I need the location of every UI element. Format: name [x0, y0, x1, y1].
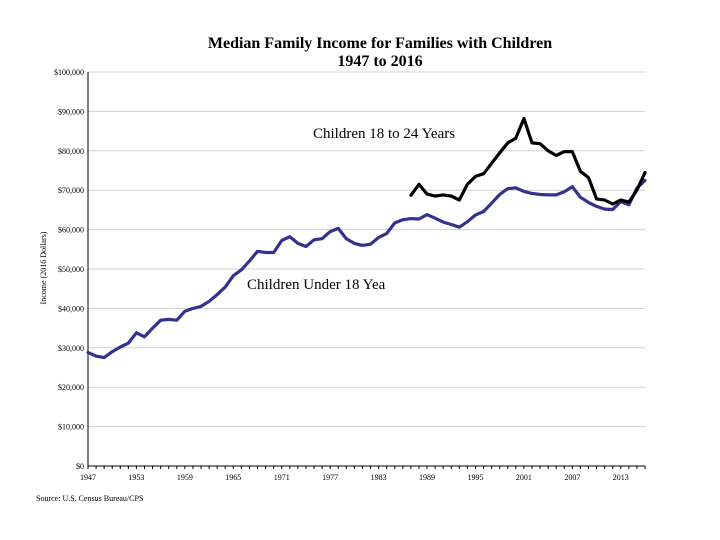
x-tick-label: 1983	[371, 473, 387, 482]
annotation-under-18: Children Under 18 Yea	[247, 277, 386, 293]
axes	[87, 72, 646, 469]
y-tick-label: $0	[76, 462, 84, 471]
series-lines	[86, 116, 647, 360]
y-tick-label: $40,000	[58, 304, 84, 313]
y-tick-label: $80,000	[58, 147, 84, 156]
series-line-18-to-24	[409, 116, 647, 206]
source-note: Source: U.S. Census Bureau/CPS	[36, 494, 143, 503]
y-tick-label: $50,000	[58, 265, 84, 274]
gridlines	[88, 71, 645, 428]
chart-subtitle: 1947 to 2016	[337, 53, 422, 70]
x-tick-label: 1959	[177, 473, 193, 482]
x-tick-label: 1989	[419, 473, 435, 482]
y-tick-label: $70,000	[58, 186, 84, 195]
x-tick-label: 1995	[467, 473, 483, 482]
y-tick-labels: $0 $10,000 $20,000 $30,000 $40,000 $50,000 $60…	[54, 68, 84, 471]
x-tick-label: 1953	[128, 473, 144, 482]
x-tick-label: 1947	[80, 473, 96, 482]
x-tick-label: 1977	[322, 473, 338, 482]
annotation-18-to-24: Children 18 to 24 Years	[313, 126, 455, 142]
x-tick-labels: 1947 1953 1959 1965 1971 1977 1983 1989 1995 2001…	[80, 473, 629, 482]
y-axis-label: Income (2016 Dollars)	[39, 231, 48, 304]
y-tick-label: $10,000	[58, 423, 84, 432]
y-tick-label: $30,000	[58, 344, 84, 353]
x-tick-label: 2007	[564, 473, 580, 482]
y-tick-label: $100,000	[54, 68, 84, 77]
y-tick-label: $90,000	[58, 107, 84, 116]
y-tick-label: $60,000	[58, 226, 84, 235]
x-tick-label: 2013	[613, 473, 629, 482]
chart-title: Median Family Income for Families with C…	[208, 35, 552, 52]
y-tick-label: $20,000	[58, 383, 84, 392]
x-tick-label: 1965	[225, 473, 241, 482]
x-tick-label: 2001	[516, 473, 532, 482]
series-line-under-18	[86, 178, 647, 360]
x-tick-label: 1971	[274, 473, 290, 482]
